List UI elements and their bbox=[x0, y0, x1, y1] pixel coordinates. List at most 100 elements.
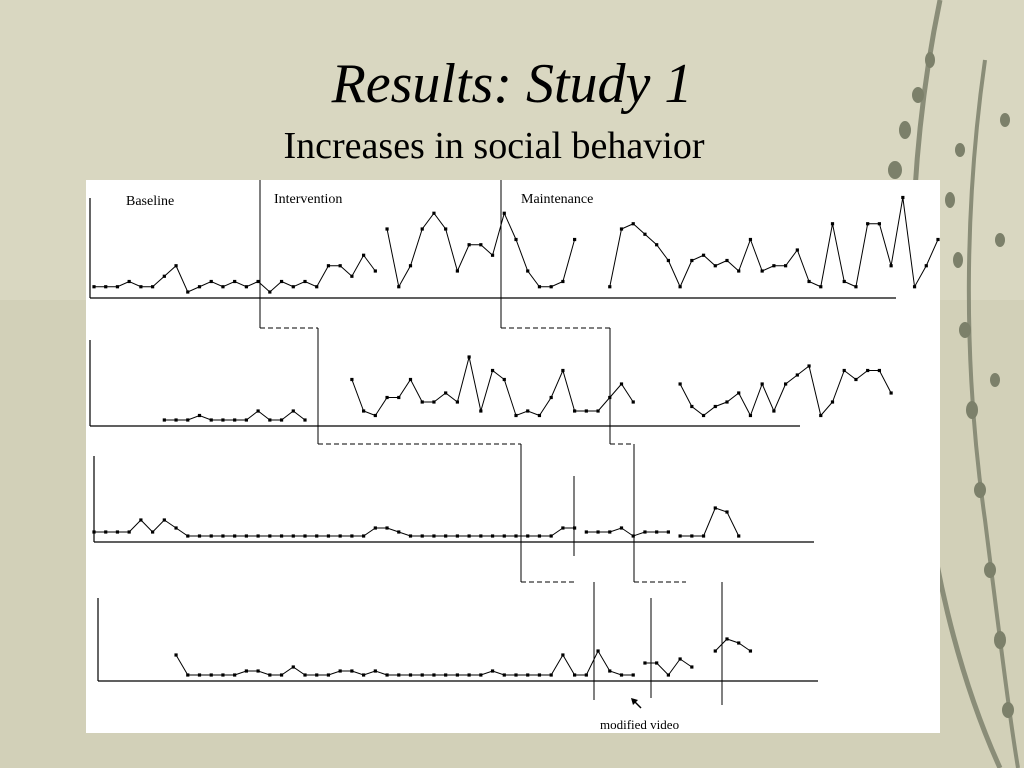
data-point bbox=[619, 382, 624, 386]
data-point bbox=[819, 413, 823, 418]
data-point bbox=[655, 243, 659, 247]
data-point bbox=[619, 227, 624, 231]
data-point bbox=[338, 534, 342, 538]
data-point bbox=[819, 285, 823, 289]
data-point bbox=[678, 285, 682, 289]
data-point bbox=[291, 409, 295, 413]
data-point bbox=[408, 534, 413, 538]
data-point bbox=[701, 534, 706, 538]
data-point bbox=[151, 530, 155, 534]
data-point bbox=[233, 279, 237, 284]
data-point bbox=[514, 673, 518, 677]
data-point bbox=[748, 413, 753, 418]
data-point bbox=[373, 269, 377, 273]
data-point bbox=[115, 530, 120, 534]
data-point bbox=[455, 400, 459, 404]
data-point bbox=[127, 279, 131, 284]
slide-subtitle: Increases in social behavior bbox=[283, 125, 705, 167]
data-point bbox=[362, 409, 366, 413]
data-point bbox=[479, 409, 483, 413]
data-point bbox=[291, 534, 295, 538]
data-point bbox=[608, 669, 612, 673]
data-point bbox=[455, 534, 459, 538]
data-point bbox=[315, 285, 319, 289]
data-point bbox=[877, 368, 881, 373]
panel-4-series-2-line bbox=[644, 658, 693, 676]
data-point bbox=[619, 673, 624, 677]
annotation-arrowhead bbox=[631, 698, 638, 705]
data-point bbox=[678, 382, 682, 386]
data-point bbox=[690, 258, 694, 263]
data-point bbox=[784, 382, 788, 386]
data-point bbox=[526, 534, 530, 538]
data-point bbox=[197, 534, 202, 538]
data-point bbox=[197, 413, 202, 418]
data-point bbox=[162, 274, 166, 278]
data-point bbox=[608, 530, 612, 534]
data-point bbox=[655, 530, 659, 534]
data-point bbox=[526, 269, 530, 273]
data-point bbox=[408, 377, 413, 382]
panel-1-series-2-line bbox=[386, 211, 576, 289]
data-point bbox=[479, 534, 483, 538]
data-point bbox=[209, 673, 213, 677]
data-point bbox=[772, 264, 776, 268]
data-point bbox=[549, 285, 553, 289]
data-point bbox=[268, 673, 272, 677]
data-point bbox=[115, 285, 120, 289]
data-point bbox=[221, 285, 225, 289]
data-point bbox=[420, 227, 424, 231]
data-point bbox=[713, 404, 717, 409]
data-point bbox=[268, 534, 272, 538]
data-point bbox=[397, 530, 401, 534]
data-point bbox=[502, 377, 506, 382]
data-point bbox=[139, 518, 143, 522]
data-point bbox=[713, 264, 717, 268]
data-point bbox=[737, 391, 741, 395]
data-point bbox=[373, 669, 377, 673]
data-point bbox=[432, 534, 436, 538]
data-point bbox=[444, 227, 448, 231]
panel-4-series-3-line bbox=[714, 638, 751, 652]
data-point bbox=[432, 400, 436, 404]
data-point bbox=[303, 418, 307, 422]
data-point bbox=[631, 400, 635, 404]
data-point bbox=[760, 269, 764, 273]
data-point bbox=[655, 661, 659, 665]
data-point bbox=[737, 269, 741, 273]
panel-2-series-3-line bbox=[679, 365, 892, 417]
data-point bbox=[291, 665, 295, 669]
data-point bbox=[854, 377, 858, 382]
data-point bbox=[725, 510, 729, 514]
data-point bbox=[924, 264, 928, 268]
data-point bbox=[830, 222, 835, 226]
data-point bbox=[338, 264, 342, 268]
data-point bbox=[209, 279, 213, 284]
data-point bbox=[561, 368, 565, 373]
data-point bbox=[397, 285, 401, 289]
data-point bbox=[455, 269, 459, 273]
data-point bbox=[643, 661, 647, 665]
data-point bbox=[256, 409, 260, 413]
data-point bbox=[584, 530, 588, 534]
data-point bbox=[338, 669, 342, 673]
data-point bbox=[104, 285, 108, 289]
data-point bbox=[889, 264, 893, 268]
data-point bbox=[244, 534, 248, 538]
data-point bbox=[631, 222, 635, 226]
data-point bbox=[197, 285, 202, 289]
data-point bbox=[233, 673, 237, 677]
data-point bbox=[479, 673, 483, 677]
data-point bbox=[526, 673, 530, 677]
data-point bbox=[444, 673, 448, 677]
data-point bbox=[514, 237, 518, 242]
data-point bbox=[444, 391, 448, 395]
data-point bbox=[479, 243, 483, 247]
data-point bbox=[549, 673, 553, 677]
panel-3-series-3-line bbox=[680, 507, 740, 537]
data-point bbox=[866, 368, 870, 373]
data-point bbox=[408, 264, 413, 268]
data-point bbox=[385, 673, 389, 677]
annotation-modified-video: modified video bbox=[600, 717, 679, 732]
data-point bbox=[256, 669, 260, 673]
